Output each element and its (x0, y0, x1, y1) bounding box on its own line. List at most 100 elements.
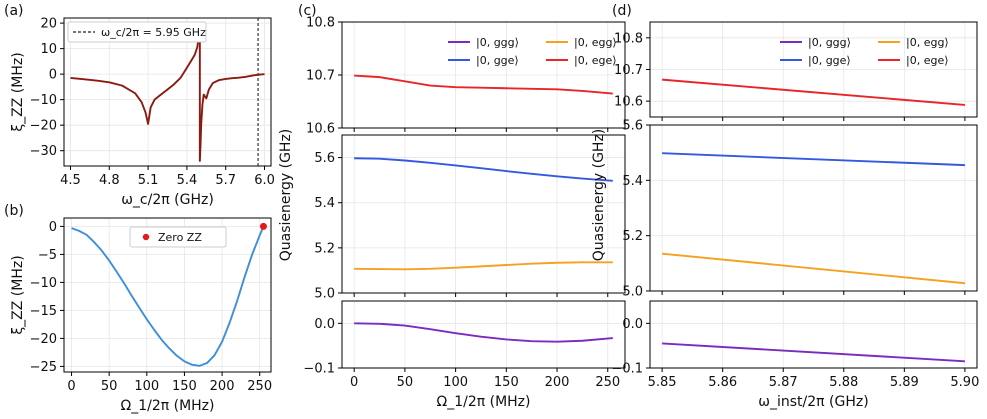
y-tick-label: 5.6 (314, 151, 335, 166)
y-tick-label: 10.7 (614, 63, 643, 78)
y-tick-label: −30 (30, 144, 57, 159)
y-tick-label: 20 (40, 17, 57, 32)
x-tick-label: 100 (134, 379, 159, 394)
y-tick-label: 5.2 (622, 229, 643, 244)
x-axis-label: Ω_1/2π (MHz) (121, 398, 215, 414)
series-line-c-1-1 (354, 261, 613, 271)
zero-zz-marker (259, 222, 267, 230)
y-axis-label: ξ_ZZ (MHz) (10, 255, 26, 334)
legend-label: |0, ege⟩ (906, 54, 949, 67)
legend-box (129, 226, 227, 248)
y-tick-label: −25 (30, 360, 57, 375)
y-tick-label: −10 (30, 276, 57, 291)
panel-b-axes-0 (60, 217, 272, 376)
axes-frame (649, 300, 978, 369)
series-line-a (70, 22, 265, 162)
legend-label: |0, gge⟩ (476, 54, 519, 67)
x-tick-label: 100 (443, 375, 468, 390)
x-tick-label: 6.0 (254, 173, 275, 188)
x-tick-label: 0 (350, 375, 358, 390)
panel-label-b: (b) (4, 203, 24, 219)
x-tick-label: 250 (595, 375, 620, 390)
y-tick-label: −15 (30, 304, 57, 319)
y-tick-label: −0.1 (611, 362, 643, 377)
panel-c-axes-2 (338, 300, 626, 372)
y-tick-label: −20 (30, 119, 57, 134)
x-tick-label: 5.1 (138, 173, 159, 188)
y-tick-label: 10.8 (306, 16, 335, 31)
series-line-d-2-0 (662, 342, 965, 363)
x-tick-label: 150 (494, 375, 519, 390)
series-line-c-0-0 (354, 74, 613, 95)
y-axis-label: Quasienergy (GHz) (278, 129, 294, 262)
x-tick-label: 50 (397, 375, 414, 390)
y-tick-label: 5.2 (314, 241, 335, 256)
x-tick-label: 4.5 (60, 173, 81, 188)
y-tick-label: 0 (49, 68, 57, 83)
y-tick-label: 10.6 (306, 122, 335, 137)
y-axis-label: ξ_ZZ (MHz) (10, 52, 26, 131)
x-axis-label: Ω_1/2π (MHz) (437, 394, 531, 410)
x-tick-label: 5.4 (177, 173, 198, 188)
series-line-c-1-0 (354, 157, 613, 182)
series-line-d-0-0 (662, 78, 965, 106)
y-tick-label: 10.6 (614, 95, 643, 110)
x-tick-label: 50 (101, 379, 118, 394)
y-tick-label: 0 (49, 220, 57, 235)
y-tick-label: 5.0 (622, 285, 643, 300)
legend-label: Zero ZZ (158, 231, 202, 244)
legend-label: |0, egg⟩ (906, 36, 949, 49)
x-axis-label: ω_inst/2π (GHz) (758, 394, 868, 410)
x-tick-label: 5.7 (215, 173, 236, 188)
axes-frame (63, 17, 272, 167)
y-tick-label: 10 (40, 42, 57, 57)
x-tick-label: 5.88 (829, 375, 858, 390)
y-tick-label: 0.0 (622, 317, 643, 332)
panel-d-axes-1 (646, 124, 978, 295)
y-tick-label: 10.7 (306, 69, 335, 84)
panel-c-axes-0 (338, 21, 626, 132)
x-tick-label: 0 (67, 379, 75, 394)
axes-frame (341, 300, 626, 369)
legend-box (67, 21, 207, 43)
panel-label-a: (a) (4, 3, 24, 19)
x-tick-label: 200 (545, 375, 570, 390)
panel-label-d: (d) (612, 3, 632, 19)
y-tick-label: −20 (30, 332, 57, 347)
x-tick-label: 5.89 (890, 375, 919, 390)
legend-label: |0, ggg⟩ (808, 36, 851, 49)
y-tick-label: 5.4 (314, 196, 335, 211)
x-tick-label: 5.87 (769, 375, 798, 390)
x-tick-label: 4.8 (99, 173, 120, 188)
axes-frame (341, 134, 626, 294)
x-tick-label: 150 (172, 379, 197, 394)
x-tick-label: 5.90 (950, 375, 979, 390)
panel-d-axes-0 (646, 21, 978, 121)
series-line-b (71, 226, 265, 367)
axes-frame (63, 217, 272, 373)
legend-label: |0, ege⟩ (574, 54, 617, 67)
series-line-d-1-0 (662, 152, 965, 167)
legend-marker (142, 233, 150, 241)
y-tick-label: 0.0 (314, 317, 335, 332)
y-tick-label: −0.1 (303, 362, 335, 377)
x-tick-label: 5.85 (648, 375, 677, 390)
panel-c-axes-1 (338, 134, 626, 297)
y-tick-label: 10.8 (614, 31, 643, 46)
y-tick-label: 5.0 (314, 287, 335, 302)
panel-d-axes-2 (646, 300, 978, 372)
y-tick-label: 5.6 (622, 119, 643, 134)
series-line-c-2-0 (354, 322, 613, 343)
x-tick-label: 200 (210, 379, 235, 394)
x-axis-label: ω_c/2π (GHz) (121, 192, 214, 208)
panel-label-c: (c) (298, 3, 317, 19)
series-line-d-1-1 (662, 252, 965, 285)
legend-label: ω_c/2π = 5.95 GHz (101, 26, 206, 39)
x-tick-label: 5.86 (708, 375, 737, 390)
x-tick-label: 250 (247, 379, 272, 394)
y-axis-label: Quasienergy (GHz) (591, 129, 607, 262)
legend-label: |0, gge⟩ (808, 54, 851, 67)
y-tick-label: −10 (30, 93, 57, 108)
axes-frame (649, 124, 978, 292)
